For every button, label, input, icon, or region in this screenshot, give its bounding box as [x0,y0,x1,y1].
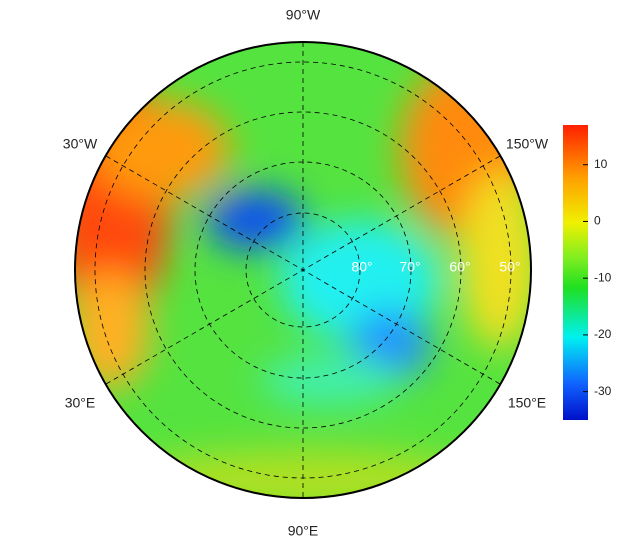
meridian-label: 90°W [286,7,321,23]
parallel-label: 70° [399,259,420,275]
colorbar [563,125,588,420]
colorbar-tick-label: -30 [594,384,612,398]
graticule [94,42,512,498]
meridian-label: 150°E [508,395,546,411]
parallel-label: 80° [351,259,372,275]
meridian-label: 30°W [63,136,98,152]
parallel-label: 50° [499,259,520,275]
map-border [74,41,532,499]
parallel-label: 60° [449,259,470,275]
colorbar-tick-label: -10 [594,270,612,284]
meridian-label: 30°E [65,395,96,411]
colorbar-tick-label: -20 [594,327,612,341]
meridian-label: 150°W [506,136,549,152]
colorbar-tick-label: 10 [594,157,608,171]
colorbar-tick-label: 0 [594,214,601,228]
meridian-label: 90°E [288,523,319,539]
